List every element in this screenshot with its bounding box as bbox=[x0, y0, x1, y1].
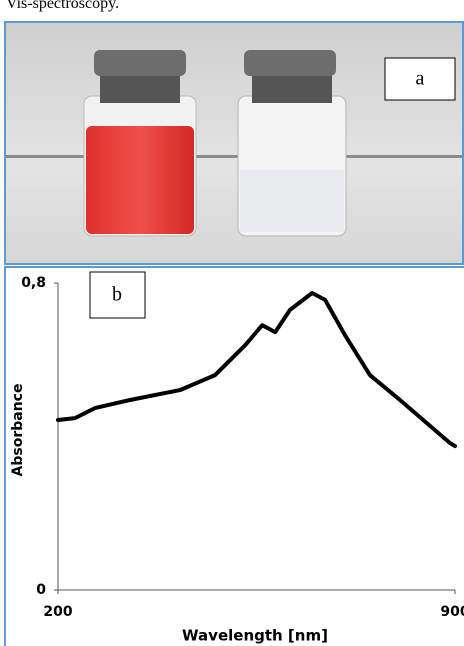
y-tick-label: 0 bbox=[36, 582, 46, 598]
panel-label: b bbox=[112, 284, 122, 306]
page: Vis-spectroscopy. a b Absorbance Wavelen… bbox=[0, 0, 464, 646]
plot: 0 0,8 200 900 bbox=[21, 275, 464, 620]
caption: Vis-spectroscopy. bbox=[6, 0, 119, 12]
x-tick-label: 200 bbox=[43, 604, 72, 620]
y-tick-label: 0,8 bbox=[21, 275, 46, 291]
panel-label: a bbox=[416, 68, 425, 90]
panel-border bbox=[5, 267, 464, 646]
y-axis-label: Absorbance bbox=[10, 384, 26, 477]
x-axis-label: Wavelength [nm] bbox=[182, 627, 328, 645]
x-tick-label: 900 bbox=[440, 604, 464, 620]
figure: Vis-spectroscopy. a b Absorbance Wavelen… bbox=[0, 0, 464, 646]
